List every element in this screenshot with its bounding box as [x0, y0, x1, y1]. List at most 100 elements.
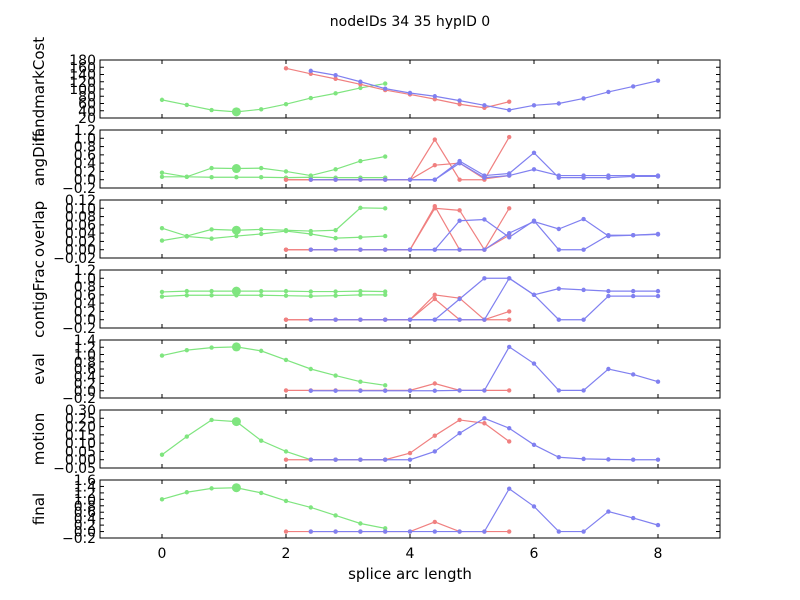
data-point: [556, 286, 561, 291]
data-point: [231, 107, 241, 117]
data-point: [531, 150, 537, 155]
data-point: [259, 107, 264, 112]
data-point: [283, 66, 289, 71]
series-line-green: [161, 487, 386, 529]
data-point: [159, 294, 165, 299]
data-point: [383, 233, 388, 239]
y-tick-label: 1.2: [74, 340, 96, 356]
data-point: [606, 457, 611, 462]
data-point: [631, 293, 636, 299]
data-point: [581, 287, 586, 293]
data-point: [159, 225, 165, 231]
data-point: [432, 137, 437, 142]
data-point: [358, 247, 363, 252]
y-tick-label: 140: [69, 68, 96, 84]
data-point: [631, 515, 636, 521]
y-tick-label: 0.6: [74, 362, 96, 378]
y-tick-label: 0.2: [74, 304, 96, 320]
data-point: [333, 73, 338, 78]
series-line-red: [286, 205, 510, 251]
y-tick-label: 100: [69, 82, 96, 98]
data-point: [308, 293, 313, 299]
y-tick-label: −0.2: [62, 321, 96, 337]
data-point: [184, 174, 189, 180]
data-point: [482, 175, 487, 180]
data-point: [333, 91, 338, 96]
y-tick-label: −0.2: [62, 391, 96, 407]
data-point: [655, 232, 661, 237]
data-point: [606, 366, 611, 372]
data-point: [457, 160, 462, 166]
data-point: [283, 388, 289, 393]
y-tick-label: 160: [69, 60, 96, 76]
data-point: [457, 529, 462, 534]
panel-motion: −0.050.000.050.100.150.200.250.30 motion: [30, 403, 721, 477]
data-point: [507, 173, 512, 178]
y-tick-label: 0.2: [74, 377, 96, 393]
data-point: [283, 293, 289, 298]
data-point: [333, 388, 338, 393]
data-point: [606, 173, 611, 178]
y-axis-label: angDiff: [30, 131, 48, 186]
data-point: [159, 497, 165, 502]
y-tick-label: 0.4: [74, 296, 96, 312]
data-point: [407, 247, 413, 252]
data-point: [432, 388, 437, 393]
data-point: [556, 529, 561, 534]
series-line-blue: [310, 346, 659, 392]
series-line-green: [161, 294, 386, 298]
panel-contigFrac: −0.20.00.20.40.60.81.01.2 contigFrac: [30, 260, 721, 338]
data-point: [407, 177, 413, 182]
data-point: [432, 433, 437, 438]
data-point: [531, 292, 537, 298]
data-point: [234, 175, 239, 180]
data-point: [407, 90, 413, 96]
data-point: [209, 345, 214, 350]
data-point: [655, 293, 661, 299]
data-point: [159, 289, 165, 295]
data-point: [432, 94, 437, 99]
data-point: [358, 521, 363, 526]
data-point: [184, 102, 189, 108]
data-point: [358, 457, 363, 462]
x-tick-label: 2: [282, 546, 291, 562]
data-point: [358, 388, 363, 393]
data-point: [531, 219, 537, 224]
y-tick-label: 1.4: [74, 333, 96, 349]
data-point: [333, 177, 338, 182]
data-point: [655, 379, 661, 384]
data-point: [259, 165, 264, 171]
data-point: [432, 163, 437, 168]
data-point: [482, 388, 487, 393]
y-tick-label: 20: [78, 111, 96, 127]
y-tick-label: 0.15: [65, 428, 96, 444]
data-point: [184, 293, 189, 298]
data-point: [581, 388, 586, 393]
y-tick-label: 0.0: [74, 173, 96, 189]
y-axis-label: motion: [30, 413, 48, 466]
series-line-green: [161, 230, 386, 242]
y-tick-label: 0.4: [74, 512, 96, 528]
data-point: [259, 288, 264, 294]
x-tick-label: 8: [654, 546, 663, 562]
y-tick-label: 0.6: [74, 148, 96, 164]
data-point: [457, 388, 462, 393]
data-point: [333, 247, 338, 252]
data-point: [556, 101, 561, 106]
data-point: [358, 235, 363, 240]
data-point: [631, 288, 636, 294]
y-tick-label: −0.05: [53, 461, 96, 477]
data-point: [606, 509, 611, 514]
data-point: [184, 234, 189, 239]
data-point: [507, 388, 512, 393]
y-tick-label: 0.08: [65, 210, 96, 226]
data-point: [234, 293, 239, 298]
y-tick-label: 1.2: [74, 263, 96, 279]
data-point: [655, 457, 661, 462]
data-point: [407, 529, 413, 534]
y-tick-label: 120: [69, 75, 96, 91]
chart-title: nodeIDs 34 35 hypID 0: [330, 14, 490, 30]
data-point: [184, 347, 189, 353]
y-tick-label: 0.0: [74, 525, 96, 541]
data-point: [308, 247, 313, 252]
